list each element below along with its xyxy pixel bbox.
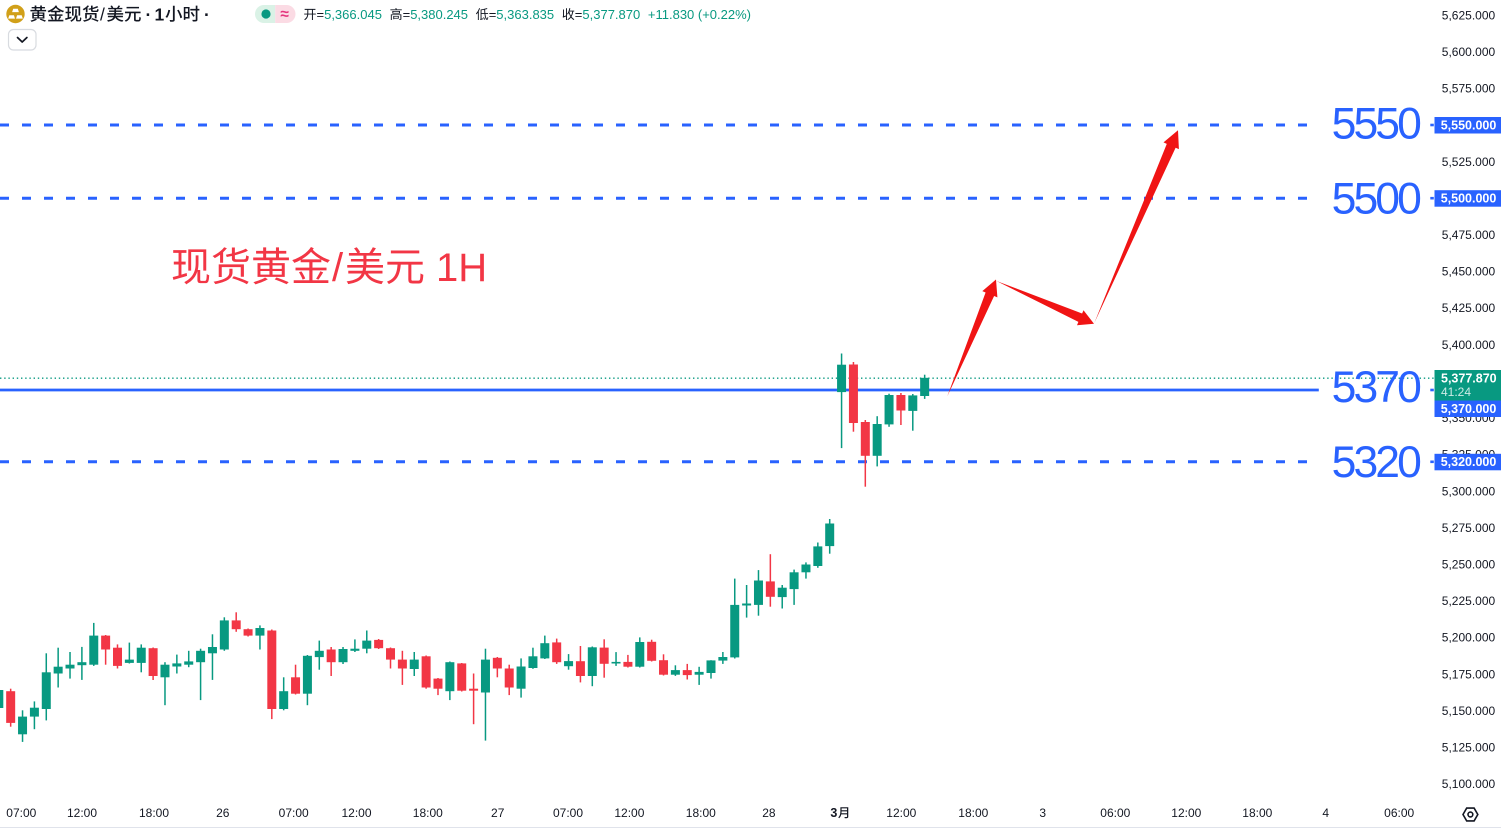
svg-text:5,380.245: 5,380.245: [410, 7, 468, 22]
svg-text:5,150.000: 5,150.000: [1442, 704, 1496, 718]
svg-text:5,550.000: 5,550.000: [1441, 118, 1497, 132]
svg-text:06:00: 06:00: [1100, 806, 1130, 820]
svg-text:12:00: 12:00: [341, 806, 371, 820]
svg-text:5,275.000: 5,275.000: [1442, 521, 1496, 535]
svg-text:=: =: [403, 7, 411, 22]
svg-text:5,600.000: 5,600.000: [1442, 45, 1496, 59]
svg-text:5,625.000: 5,625.000: [1442, 8, 1496, 22]
svg-text:41:24: 41:24: [1441, 385, 1471, 399]
svg-text:27: 27: [491, 806, 505, 820]
svg-text:4: 4: [1322, 806, 1329, 820]
svg-text:5,400.000: 5,400.000: [1442, 338, 1496, 352]
svg-text:12:00: 12:00: [886, 806, 916, 820]
svg-text:5,475.000: 5,475.000: [1442, 228, 1496, 242]
svg-text:06:00: 06:00: [1384, 806, 1414, 820]
svg-text:07:00: 07:00: [279, 806, 309, 820]
svg-text:07:00: 07:00: [553, 806, 583, 820]
svg-text:3: 3: [830, 806, 837, 820]
svg-text:1H: 1H: [436, 246, 487, 290]
svg-text:5,575.000: 5,575.000: [1442, 82, 1496, 96]
svg-text:5,500.000: 5,500.000: [1441, 192, 1497, 206]
svg-text:5,300.000: 5,300.000: [1442, 484, 1496, 498]
svg-text:=: =: [317, 7, 325, 22]
svg-text:26: 26: [216, 806, 230, 820]
svg-text:5,377.870: 5,377.870: [1441, 371, 1497, 385]
svg-text:3: 3: [1039, 806, 1046, 820]
svg-text:18:00: 18:00: [686, 806, 716, 820]
svg-text:5,200.000: 5,200.000: [1442, 631, 1496, 645]
svg-text:=: =: [489, 7, 497, 22]
svg-text:·: ·: [146, 4, 152, 24]
svg-text:5,525.000: 5,525.000: [1442, 155, 1496, 169]
svg-text:5,125.000: 5,125.000: [1442, 741, 1496, 755]
svg-text:5,225.000: 5,225.000: [1442, 594, 1496, 608]
svg-text:5550: 5550: [1332, 100, 1422, 149]
svg-text:5,425.000: 5,425.000: [1442, 301, 1496, 315]
svg-text:12:00: 12:00: [614, 806, 644, 820]
svg-text:12:00: 12:00: [67, 806, 97, 820]
svg-text:≈: ≈: [280, 6, 289, 23]
svg-text:5,100.000: 5,100.000: [1442, 777, 1496, 791]
svg-text:5370: 5370: [1332, 363, 1422, 412]
svg-text:5,370.000: 5,370.000: [1441, 402, 1497, 416]
svg-text:5,250.000: 5,250.000: [1442, 558, 1496, 572]
svg-text:12:00: 12:00: [1171, 806, 1201, 820]
svg-text:5500: 5500: [1332, 175, 1422, 224]
svg-text:28: 28: [762, 806, 776, 820]
svg-text:5,377.870: 5,377.870: [582, 7, 640, 22]
svg-text:5,320.000: 5,320.000: [1441, 455, 1497, 469]
svg-text:18:00: 18:00: [1242, 806, 1272, 820]
svg-text:=: =: [575, 7, 583, 22]
svg-text:/: /: [332, 246, 344, 290]
svg-text:/: /: [100, 4, 105, 24]
svg-text:1: 1: [155, 4, 165, 24]
svg-text:+11.830 (+0.22%): +11.830 (+0.22%): [648, 7, 751, 22]
svg-text:07:00: 07:00: [6, 806, 36, 820]
svg-text:5,450.000: 5,450.000: [1442, 265, 1496, 279]
svg-text:·: ·: [204, 4, 210, 24]
svg-text:5,175.000: 5,175.000: [1442, 667, 1496, 681]
svg-text:18:00: 18:00: [413, 806, 443, 820]
svg-text:5,363.835: 5,363.835: [496, 7, 554, 22]
svg-text:5,366.045: 5,366.045: [324, 7, 382, 22]
svg-text:18:00: 18:00: [139, 806, 169, 820]
svg-text:5320: 5320: [1332, 438, 1422, 487]
svg-text:18:00: 18:00: [958, 806, 988, 820]
